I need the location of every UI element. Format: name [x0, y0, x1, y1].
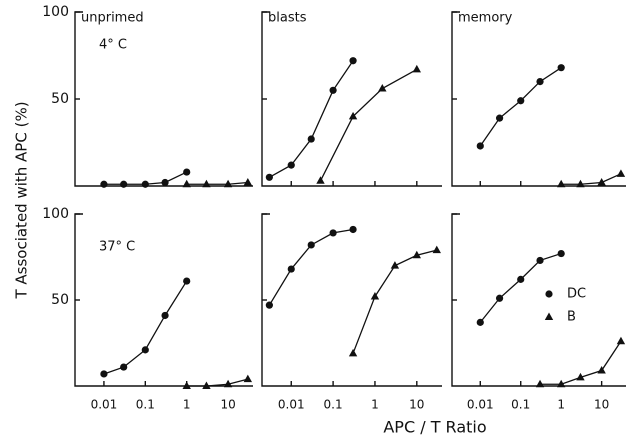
marker-triangle: [412, 64, 422, 73]
panel-annotation: 4° C: [99, 38, 127, 53]
marker-circle: [307, 135, 315, 143]
x-axis-label: APC / T Ratio: [383, 418, 486, 437]
marker-circle: [349, 225, 357, 234]
marker-triangle: [348, 348, 358, 357]
marker-triangle: [544, 312, 554, 320]
x-tick-label: 0.1: [324, 398, 343, 412]
marker-circle: [120, 363, 128, 371]
marker-circle: [495, 114, 504, 122]
marker-triangle: [432, 245, 441, 254]
x-tick-label: 1: [557, 398, 565, 412]
marker-triangle: [202, 179, 211, 188]
marker-triangle: [616, 169, 626, 177]
marker-triangle: [348, 111, 358, 120]
panel-title: memory: [458, 11, 513, 26]
series-line: [268, 228, 354, 306]
marker-circle: [329, 229, 337, 237]
marker-circle: [476, 142, 484, 150]
marker-circle: [120, 180, 128, 188]
marker-triangle: [576, 372, 585, 381]
marker-triangle: [556, 379, 566, 388]
marker-triangle: [412, 250, 422, 259]
marker-triangle: [243, 178, 253, 186]
marker-circle: [183, 277, 191, 285]
marker-circle: [536, 256, 544, 265]
y-tick-label: 100: [42, 4, 69, 20]
y-axis-label: T Associated with APC (%): [13, 101, 31, 299]
marker-triangle: [535, 379, 545, 388]
x-tick-label: 0.01: [91, 398, 118, 412]
series-line: [186, 181, 248, 185]
marker-circle: [100, 180, 108, 188]
marker-triangle: [223, 179, 233, 188]
marker-circle: [495, 294, 504, 302]
marker-circle: [287, 161, 295, 169]
series-line: [319, 68, 418, 182]
marker-circle: [307, 241, 315, 249]
marker-circle: [265, 301, 273, 309]
x-tick-label: 10: [409, 398, 424, 412]
series-line: [479, 67, 562, 147]
marker-triangle: [202, 381, 211, 389]
marker-circle: [517, 97, 525, 105]
marker-circle: [557, 64, 565, 72]
series-line: [186, 378, 248, 387]
axis-frame: [261, 213, 442, 387]
marker-circle: [161, 178, 169, 187]
series-line: [269, 60, 354, 178]
panel-title: unprimed: [81, 11, 144, 26]
marker-circle: [141, 180, 149, 188]
series-line: [561, 173, 622, 185]
marker-circle: [100, 370, 108, 378]
legend-label: DC: [567, 287, 586, 302]
marker-triangle: [370, 292, 380, 300]
marker-triangle: [616, 336, 626, 345]
panel-title: blasts: [268, 11, 307, 26]
y-tick-label: 50: [51, 292, 69, 308]
series-line: [479, 252, 562, 323]
marker-circle: [287, 265, 295, 273]
y-tick-label: 100: [42, 206, 69, 222]
axis-frame: [261, 11, 442, 187]
marker-triangle: [597, 178, 606, 186]
marker-circle: [545, 290, 553, 298]
series-line: [103, 280, 188, 375]
marker-circle: [517, 275, 525, 283]
marker-triangle: [597, 366, 606, 374]
marker-triangle: [223, 379, 233, 388]
marker-circle: [536, 78, 544, 86]
marker-triangle: [182, 381, 191, 389]
marker-circle: [161, 311, 169, 320]
panel-annotation: 37° C: [99, 240, 135, 255]
marker-triangle: [390, 261, 400, 269]
x-tick-label: 1: [371, 398, 379, 412]
marker-circle: [349, 57, 357, 65]
marker-triangle: [243, 374, 253, 383]
legend-label: B: [567, 310, 576, 325]
y-tick-label: 50: [51, 91, 69, 107]
marker-triangle: [556, 179, 566, 188]
x-tick-label: 0.1: [136, 398, 155, 412]
x-tick-label: 0.1: [511, 398, 530, 412]
marker-circle: [183, 168, 191, 176]
marker-circle: [476, 318, 484, 326]
x-tick-label: 10: [594, 398, 609, 412]
marker-circle: [141, 346, 149, 354]
marker-circle: [557, 249, 565, 258]
marker-circle: [265, 173, 273, 181]
x-tick-label: 10: [220, 398, 235, 412]
x-tick-label: 0.01: [278, 398, 305, 412]
x-tick-label: 1: [183, 398, 191, 412]
marker-triangle: [576, 179, 585, 188]
x-tick-label: 0.01: [467, 398, 494, 412]
marker-triangle: [182, 179, 191, 188]
marker-circle: [329, 86, 337, 94]
marker-triangle: [378, 84, 387, 92]
axis-frame: [451, 11, 626, 187]
axis-frame: [451, 213, 626, 387]
marker-triangle: [316, 176, 325, 184]
